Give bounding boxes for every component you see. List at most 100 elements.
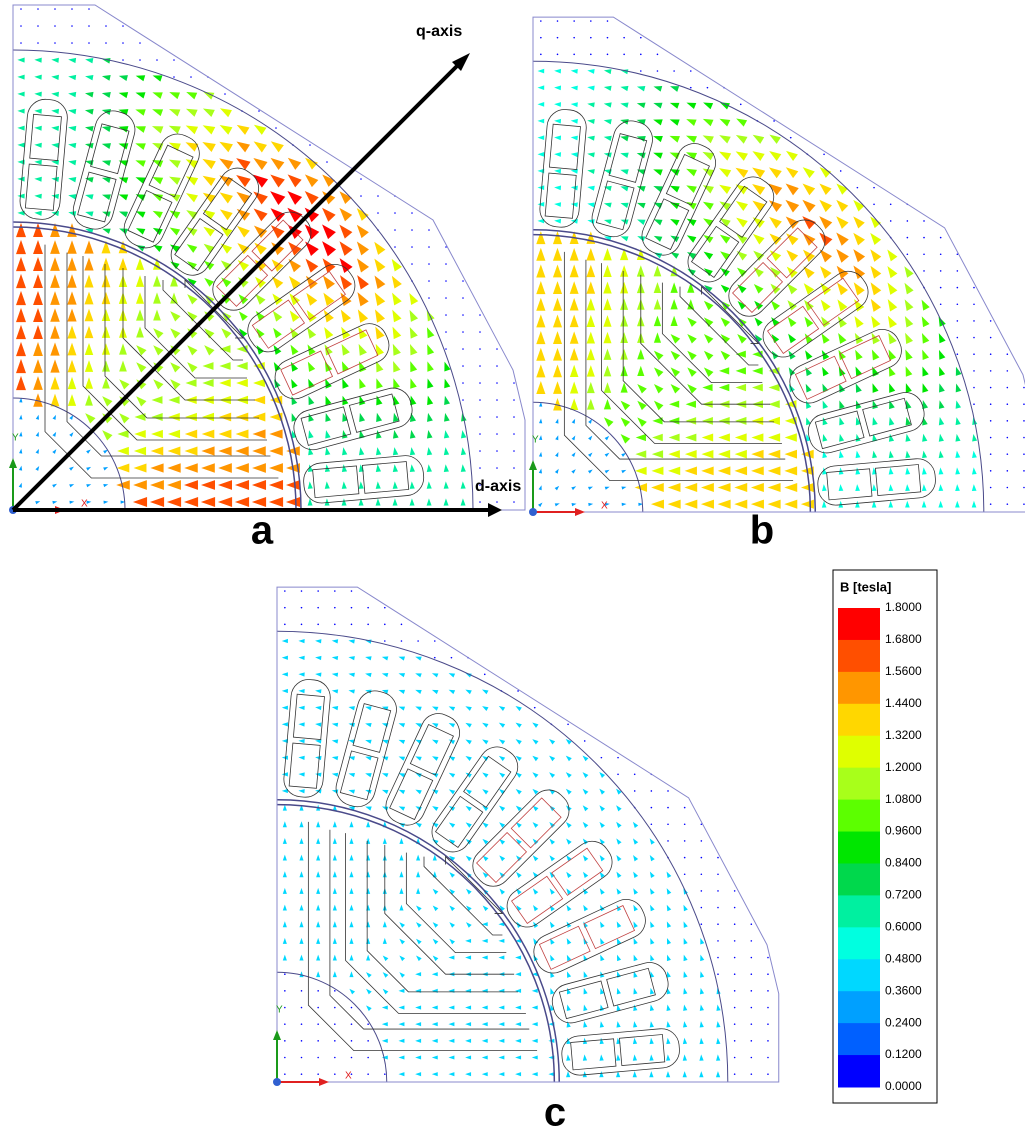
field-arrow xyxy=(84,377,94,389)
field-arrow xyxy=(17,176,25,182)
field-arrow xyxy=(633,954,638,962)
field-arrow xyxy=(349,937,354,944)
field-arrow xyxy=(415,1022,422,1027)
field-dot xyxy=(54,8,56,10)
field-dot xyxy=(284,1040,286,1042)
field-arrow xyxy=(16,273,26,289)
field-arrow xyxy=(382,837,387,844)
field-arrow xyxy=(821,333,830,344)
field-arrow xyxy=(299,954,304,961)
field-arrow xyxy=(33,222,43,238)
field-arrow xyxy=(554,185,562,191)
field-arrow xyxy=(604,486,610,490)
field-arrow xyxy=(202,362,214,370)
field-arrow xyxy=(853,265,866,280)
field-arrow xyxy=(635,433,646,442)
field-dot xyxy=(479,382,481,384)
field-arrow xyxy=(170,292,178,304)
field-dot xyxy=(1006,436,1009,439)
field-arrow xyxy=(398,656,406,661)
field-arrow xyxy=(537,102,545,107)
field-dot xyxy=(334,1040,336,1042)
field-arrow xyxy=(35,448,39,454)
field-dot xyxy=(479,314,481,316)
field-arrow xyxy=(50,308,60,322)
conductor xyxy=(767,305,820,355)
field-arrow xyxy=(348,772,355,778)
field-arrow xyxy=(803,283,815,295)
field-dot xyxy=(973,403,975,406)
field-dot xyxy=(105,25,107,27)
field-arrow xyxy=(582,821,589,828)
field-arrow xyxy=(35,414,39,420)
field-arrow xyxy=(34,57,42,63)
field-arrow xyxy=(349,821,354,828)
field-dot xyxy=(513,382,515,384)
field-arrow xyxy=(415,673,422,678)
field-arrow xyxy=(374,309,386,323)
field-arrow xyxy=(770,300,781,311)
field-dot xyxy=(956,336,959,339)
field-dot xyxy=(284,606,286,609)
field-arrow xyxy=(586,264,596,278)
field-arrow xyxy=(515,855,522,862)
field-arrow xyxy=(498,938,505,943)
field-arrow xyxy=(415,656,422,661)
field-arrow xyxy=(416,905,422,912)
field-arrow xyxy=(872,366,879,377)
field-dot xyxy=(411,212,413,214)
field-dot xyxy=(496,484,498,486)
field-arrow xyxy=(184,463,198,473)
field-arrow xyxy=(101,92,111,98)
field-arrow xyxy=(955,383,962,393)
flux-barrier xyxy=(423,855,504,936)
field-arrow xyxy=(666,1004,671,1011)
field-dot xyxy=(767,990,769,992)
field-arrow xyxy=(366,937,371,944)
slot-outline xyxy=(123,133,200,249)
field-arrow xyxy=(382,988,389,995)
field-arrow xyxy=(569,264,579,278)
field-arrow xyxy=(84,308,94,322)
field-dot xyxy=(839,170,842,172)
field-arrow xyxy=(701,449,714,459)
field-arrow xyxy=(68,194,77,200)
field-arrow xyxy=(288,258,302,273)
field-arrow xyxy=(119,360,127,372)
field-arrow xyxy=(768,416,780,425)
field-arrow xyxy=(719,118,731,127)
field-arrow xyxy=(221,277,232,288)
field-arrow xyxy=(650,954,655,962)
field-arrow xyxy=(870,232,882,245)
field-arrow xyxy=(399,972,406,978)
field-dot xyxy=(989,386,992,389)
field-arrow xyxy=(905,383,912,393)
field-dot xyxy=(789,136,792,139)
field-arrow xyxy=(921,316,930,328)
field-arrow xyxy=(666,1054,671,1061)
field-arrow xyxy=(365,739,372,744)
field-arrow xyxy=(586,365,595,377)
field-arrow xyxy=(752,217,765,228)
field-arrow xyxy=(887,282,898,295)
field-arrow xyxy=(836,199,849,212)
field-dot xyxy=(923,220,925,222)
field-arrow xyxy=(531,1022,538,1027)
slot xyxy=(551,962,669,1024)
field-arrow xyxy=(637,400,647,411)
field-arrow xyxy=(282,921,287,928)
field-arrow xyxy=(305,258,319,273)
field-arrow xyxy=(186,210,198,220)
field-arrow xyxy=(734,482,748,493)
field-arrow xyxy=(838,484,844,492)
field-arrow xyxy=(838,349,847,361)
field-arrow xyxy=(169,193,181,202)
field-arrow xyxy=(583,904,589,912)
field-arrow xyxy=(444,412,450,422)
field-dot xyxy=(889,220,892,222)
field-arrow xyxy=(358,447,365,456)
field-arrow xyxy=(683,937,688,945)
field-arrow xyxy=(632,1054,638,1061)
field-arrow xyxy=(448,1005,455,1010)
field-arrow xyxy=(359,378,366,389)
